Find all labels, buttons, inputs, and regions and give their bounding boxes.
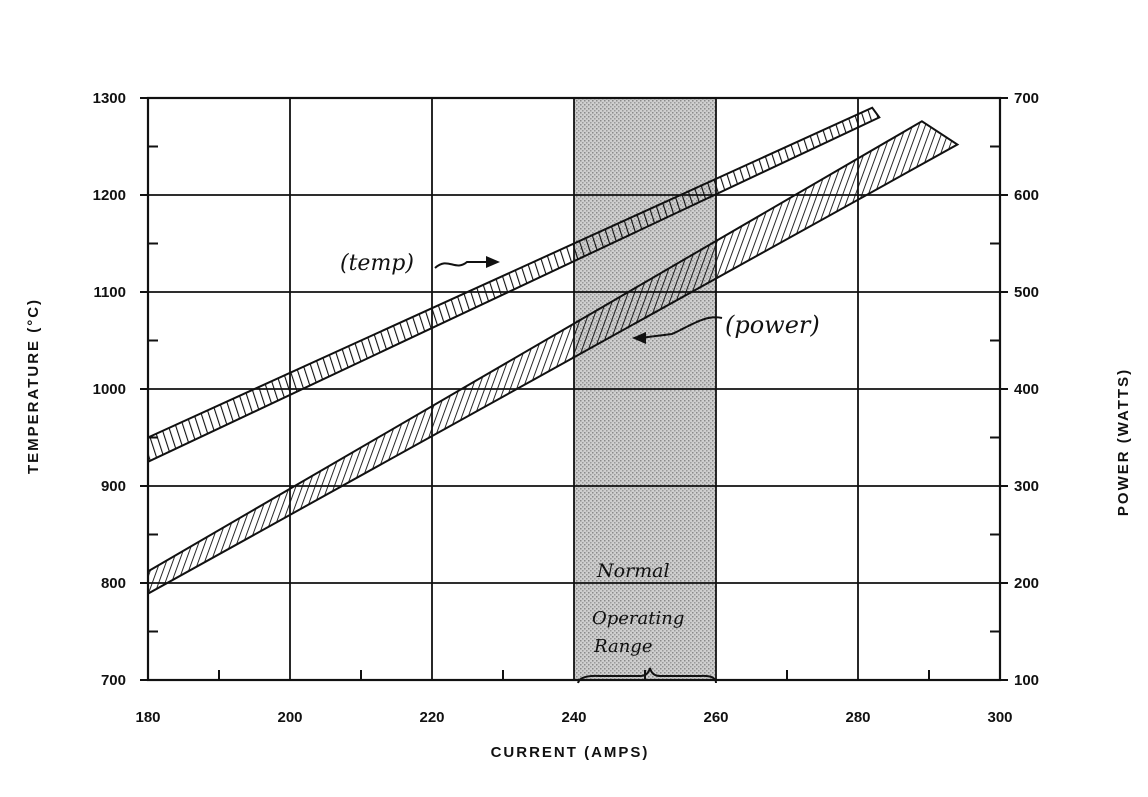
left-axis-title: TEMPERATURE (°C)	[25, 298, 42, 474]
power-series-label: (power)	[725, 311, 820, 339]
right-tick-label: 400	[1014, 381, 1039, 398]
operating-range-brace	[577, 667, 717, 684]
x-tick-label: 280	[845, 709, 870, 726]
temp-arrow	[434, 256, 500, 269]
operating-range-label-1: Normal	[596, 560, 670, 582]
right-tick-label: 200	[1014, 575, 1039, 592]
left-tick-label: 1300	[93, 90, 126, 107]
left-tick-label: 1000	[93, 381, 126, 398]
x-tick-label: 260	[703, 709, 728, 726]
right-tick-label: 300	[1014, 478, 1039, 495]
left-tick-label: 700	[101, 672, 126, 689]
right-axis-ticks: 100 200 300 400 500 600 700	[990, 90, 1039, 689]
right-tick-label: 600	[1014, 187, 1039, 204]
left-axis-ticks: 700 800 900 1000 1100 1200 1300	[93, 90, 158, 689]
right-tick-label: 700	[1014, 90, 1039, 107]
right-tick-label: 500	[1014, 284, 1039, 301]
x-tick-label: 300	[987, 709, 1012, 726]
operating-range-label-3: Range	[593, 636, 652, 657]
power-series-band	[147, 120, 960, 596]
temp-series-label: (temp)	[340, 251, 414, 276]
x-tick-label: 200	[277, 709, 302, 726]
left-tick-label: 900	[101, 478, 126, 495]
left-tick-label: 1100	[93, 284, 126, 301]
left-tick-label: 1200	[93, 187, 126, 204]
operating-range-label-2: Operating	[592, 608, 684, 629]
temp-series-band	[147, 106, 881, 464]
left-tick-label: 800	[101, 575, 126, 592]
x-axis-ticks: 180 200 220 240 260 280 300	[135, 670, 1013, 726]
x-tick-label: 220	[419, 709, 444, 726]
power-arrow	[632, 316, 723, 344]
x-tick-label: 240	[561, 709, 586, 726]
x-axis-title: CURRENT (AMPS)	[491, 744, 650, 761]
right-axis-title: POWER (WATTS)	[1115, 368, 1132, 516]
x-tick-label: 180	[135, 709, 160, 726]
right-tick-label: 100	[1014, 672, 1039, 689]
